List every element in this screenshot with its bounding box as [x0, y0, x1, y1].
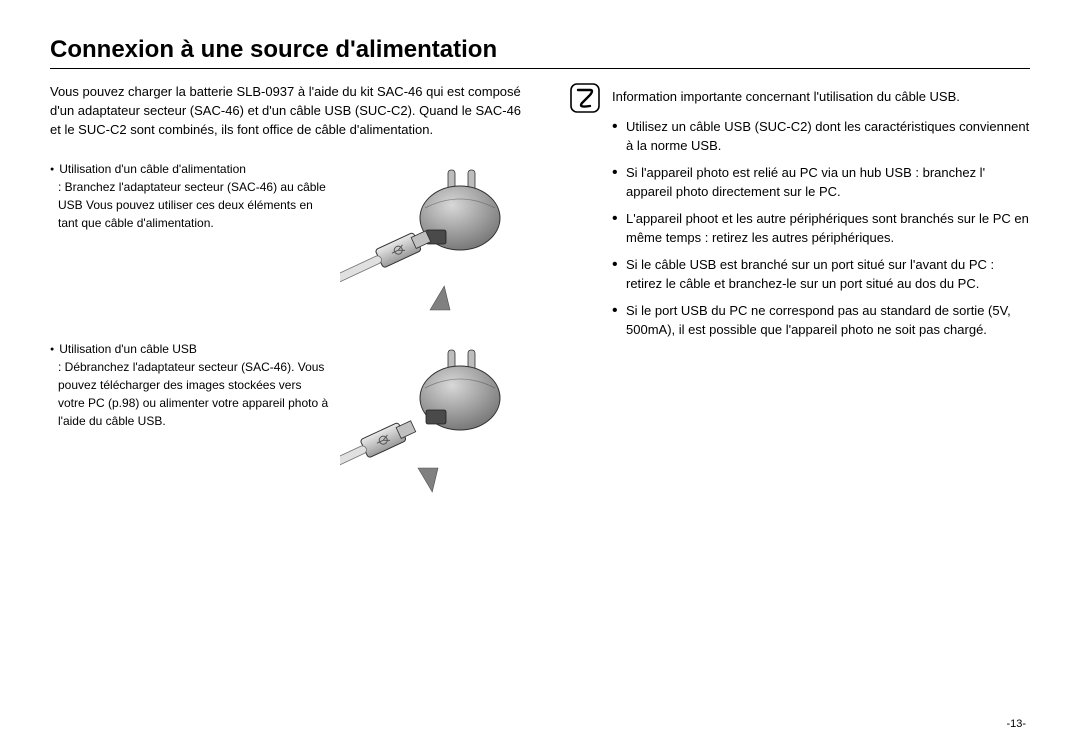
note-content: Information importante concernant l'util…: [612, 83, 1030, 347]
intro-paragraph: Vous pouvez charger la batterie SLB-0937…: [50, 83, 530, 140]
note-item: Si le port USB du PC ne correspond pas a…: [612, 301, 1030, 340]
section-body: : Branchez l'adaptateur secteur (SAC-46)…: [50, 178, 330, 232]
section-head: Utilisation d'un câble USB: [50, 342, 197, 356]
note-intro: Information importante concernant l'util…: [612, 87, 1030, 107]
section-text: Utilisation d'un câble d'alimentation : …: [50, 160, 330, 232]
section-head: Utilisation d'un câble d'alimentation: [50, 162, 246, 176]
section-text: Utilisation d'un câble USB : Débranchez …: [50, 340, 330, 430]
note-item: L'appareil phoot et les autre périphériq…: [612, 209, 1030, 248]
note-list: Utilisez un câble USB (SUC-C2) dont les …: [612, 117, 1030, 340]
page-number: -13-: [1006, 718, 1026, 730]
left-column: Vous pouvez charger la batterie SLB-0937…: [50, 83, 530, 520]
note-item: Si l'appareil photo est relié au PC via …: [612, 163, 1030, 202]
info-icon: [570, 83, 600, 113]
page-title: Connexion à une source d'alimentation: [50, 36, 1030, 69]
section-usb-cable: Utilisation d'un câble USB : Débranchez …: [50, 340, 530, 500]
section-body: : Débranchez l'adaptateur secteur (SAC-4…: [50, 358, 330, 430]
section-power-cable: Utilisation d'un câble d'alimentation : …: [50, 160, 530, 320]
adapter-connect-svg: [340, 160, 510, 320]
content-columns: Vous pouvez charger la batterie SLB-0937…: [50, 83, 1030, 520]
manual-page: Connexion à une source d'alimentation Vo…: [0, 0, 1080, 746]
adapter-disconnect-svg: [340, 340, 510, 500]
note-box: Information importante concernant l'util…: [570, 83, 1030, 347]
illustration-disconnect: [340, 340, 510, 500]
note-item: Si le câble USB est branché sur un port …: [612, 255, 1030, 294]
note-item: Utilisez un câble USB (SUC-C2) dont les …: [612, 117, 1030, 156]
illustration-connect: [340, 160, 510, 320]
right-column: Information importante concernant l'util…: [570, 83, 1030, 520]
